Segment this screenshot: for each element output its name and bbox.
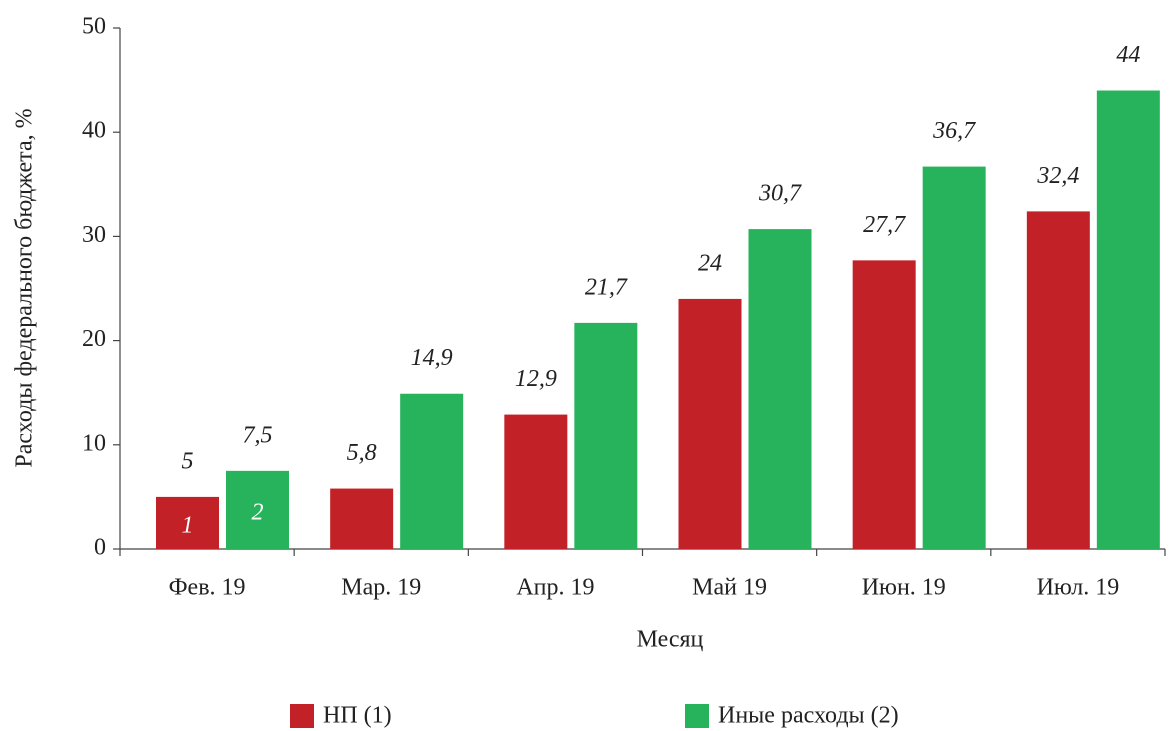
bar <box>330 488 394 549</box>
bar <box>226 470 289 549</box>
value-label: 30,7 <box>758 181 802 207</box>
bar <box>678 298 742 549</box>
x-axis-label: Месяц <box>637 627 704 653</box>
y-axis-label: Расходы федерального бюджета, % <box>12 108 38 467</box>
value-label: 5,8 <box>347 440 377 466</box>
value-label: 24 <box>698 250 722 276</box>
bar <box>504 414 568 549</box>
value-label: 12,9 <box>515 366 557 392</box>
x-tick-label: Июн. 19 <box>862 575 946 601</box>
y-tick-label: 0 <box>94 535 106 561</box>
x-tick-label: Май 19 <box>692 575 767 601</box>
bar <box>922 166 986 549</box>
bar <box>400 393 464 549</box>
y-tick-label: 20 <box>82 326 106 352</box>
bar <box>1096 90 1160 550</box>
bar <box>156 496 219 549</box>
bar <box>574 322 638 549</box>
x-tick-label: Мар. 19 <box>341 575 421 601</box>
value-label: 27,7 <box>863 212 906 238</box>
bar <box>852 260 916 549</box>
x-tick-label: Июл. 19 <box>1037 575 1120 601</box>
bar-label: 2 <box>252 499 264 525</box>
x-tick-label: Апр. 19 <box>516 575 594 601</box>
x-tick-label: Фев. 19 <box>169 575 246 601</box>
value-label: 21,7 <box>585 274 628 300</box>
value-label: 36,7 <box>932 118 976 144</box>
bar <box>1026 211 1090 549</box>
y-tick-label: 40 <box>82 118 106 144</box>
legend-label: Иные расходы (2) <box>718 703 899 729</box>
legend-swatch <box>685 704 709 728</box>
value-label: 44 <box>1116 42 1140 68</box>
value-label: 7,5 <box>243 422 273 448</box>
value-label: 14,9 <box>411 345 453 371</box>
value-label: 32,4 <box>1036 163 1079 189</box>
legend-label: НП (1) <box>323 703 392 729</box>
y-tick-label: 10 <box>82 430 106 456</box>
legend-swatch <box>290 704 314 728</box>
bar <box>748 229 812 549</box>
value-label: 5 <box>182 448 194 474</box>
y-tick-label: 30 <box>82 222 106 248</box>
y-tick-label: 50 <box>82 14 106 40</box>
bar-label: 1 <box>182 512 194 538</box>
